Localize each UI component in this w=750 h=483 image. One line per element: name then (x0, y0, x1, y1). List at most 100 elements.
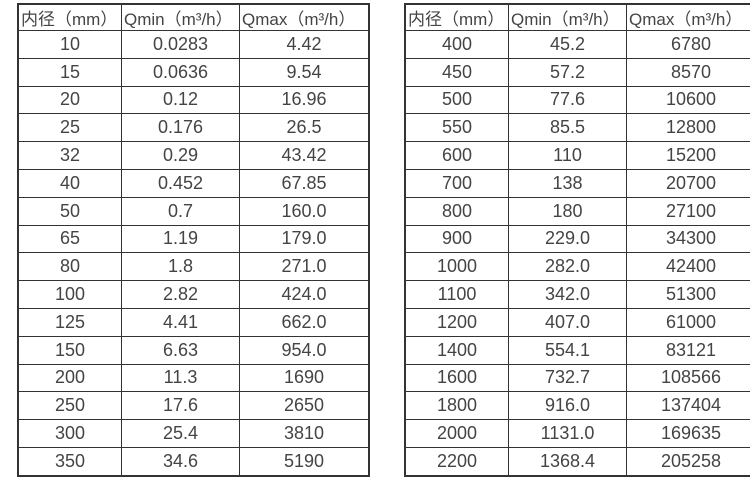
table-cell: 1800 (404, 391, 509, 421)
table-row: 50 0.7 160.0 (17, 196, 370, 226)
table-cell: 17.6 (121, 391, 240, 421)
table-row: 40 0.452 67.85 (17, 168, 370, 198)
table-cell: 5190 (239, 446, 370, 477)
table-row: 500 77.6 10600 (404, 85, 750, 115)
table-cell: 205258 (626, 446, 750, 477)
table-cell: 20 (17, 85, 122, 115)
table-cell: 1368.4 (508, 446, 627, 477)
table-cell: 916.0 (508, 391, 627, 421)
table-cell: 2000 (404, 419, 509, 448)
table-cell: 138 (508, 168, 627, 198)
table-cell: 45.2 (508, 30, 627, 59)
table-cell: 85.5 (508, 113, 627, 143)
table-cell: 800 (404, 196, 509, 226)
table-row: 15 0.0636 9.54 (17, 57, 370, 87)
table-cell: 10 (17, 30, 122, 59)
table-cell: 2.82 (121, 280, 240, 309)
table-cell: 27100 (626, 196, 750, 226)
table-cell: 25.4 (121, 419, 240, 448)
table-cell: 600 (404, 141, 509, 170)
table-row: 600 110 15200 (404, 141, 750, 170)
table-cell: 0.176 (121, 113, 240, 143)
header-cell: Qmin（m³/h） (121, 3, 240, 31)
table-cell: 342.0 (508, 280, 627, 309)
table-row: 400 45.2 6780 (404, 30, 750, 59)
table-cell: 40 (17, 168, 122, 198)
table-cell: 900 (404, 224, 509, 254)
table-cell: 110 (508, 141, 627, 170)
table-cell: 282.0 (508, 252, 627, 282)
table-cell: 160.0 (239, 196, 370, 226)
table-cell: 1200 (404, 307, 509, 337)
table-cell: 662.0 (239, 307, 370, 337)
table-row: 300 25.4 3810 (17, 419, 370, 448)
table-cell: 34.6 (121, 446, 240, 477)
table-cell: 169635 (626, 419, 750, 448)
table-cell: 350 (17, 446, 122, 477)
table-row: 1600 732.7 108566 (404, 363, 750, 393)
table-row: 10 0.0283 4.42 (17, 30, 370, 59)
table-cell: 42400 (626, 252, 750, 282)
table-cell: 1600 (404, 363, 509, 393)
table-cell: 25 (17, 113, 122, 143)
table-row: 350 34.6 5190 (17, 446, 370, 477)
flow-table-small-diameters: 内径（mm） Qmin（m³/h） Qmax（m³/h） 10 0.0283 4.42 15… (17, 3, 370, 477)
table-cell: 2650 (239, 391, 370, 421)
table-row: 2000 1131.0 169635 (404, 419, 750, 448)
table-cell: 4.42 (239, 30, 370, 59)
table-row: 200 11.3 1690 (17, 363, 370, 393)
table-cell: 400 (404, 30, 509, 59)
table-cell: 250 (17, 391, 122, 421)
header-row: 内径（mm） Qmin（m³/h） Qmax（m³/h） (404, 3, 750, 31)
table-row: 1100 342.0 51300 (404, 280, 750, 309)
table-cell: 424.0 (239, 280, 370, 309)
table-row: 1400 554.1 83121 (404, 335, 750, 365)
table-cell: 83121 (626, 335, 750, 365)
table-cell: 150 (17, 335, 122, 365)
table-cell: 0.452 (121, 168, 240, 198)
table-row: 800 180 27100 (404, 196, 750, 226)
table-cell: 16.96 (239, 85, 370, 115)
table-cell: 61000 (626, 307, 750, 337)
table-cell: 200 (17, 363, 122, 393)
table-cell: 51300 (626, 280, 750, 309)
table-row: 1000 282.0 42400 (404, 252, 750, 282)
table-cell: 9.54 (239, 57, 370, 87)
table-row: 32 0.29 43.42 (17, 141, 370, 170)
table-cell: 0.7 (121, 196, 240, 226)
flow-rate-tables: 内径（mm） Qmin（m³/h） Qmax（m³/h） 10 0.0283 4.42 15… (17, 3, 750, 477)
table-cell: 125 (17, 307, 122, 337)
table-cell: 67.85 (239, 168, 370, 198)
table-cell: 407.0 (508, 307, 627, 337)
table-cell: 180 (508, 196, 627, 226)
table-row: 125 4.41 662.0 (17, 307, 370, 337)
table-cell: 0.12 (121, 85, 240, 115)
table-cell: 50 (17, 196, 122, 226)
table-cell: 550 (404, 113, 509, 143)
table-row: 65 1.19 179.0 (17, 224, 370, 254)
table-cell: 1.8 (121, 252, 240, 282)
table-cell: 80 (17, 252, 122, 282)
table-row: 150 6.63 954.0 (17, 335, 370, 365)
table-cell: 1100 (404, 280, 509, 309)
table-row: 80 1.8 271.0 (17, 252, 370, 282)
header-cell: Qmax（m³/h） (626, 3, 750, 31)
table-cell: 0.0636 (121, 57, 240, 87)
table-cell: 179.0 (239, 224, 370, 254)
table-row: 550 85.5 12800 (404, 113, 750, 143)
table-cell: 20700 (626, 168, 750, 198)
table-cell: 26.5 (239, 113, 370, 143)
table-cell: 271.0 (239, 252, 370, 282)
table-cell: 1131.0 (508, 419, 627, 448)
table-cell: 6780 (626, 30, 750, 59)
header-cell: Qmax（m³/h） (239, 3, 370, 31)
table-cell: 732.7 (508, 363, 627, 393)
table-cell: 100 (17, 280, 122, 309)
flow-table-large-diameters: 内径（mm） Qmin（m³/h） Qmax（m³/h） 400 45.2 6780 450… (404, 3, 750, 477)
header-row: 内径（mm） Qmin（m³/h） Qmax（m³/h） (17, 3, 370, 31)
table-cell: 1000 (404, 252, 509, 282)
table-cell: 500 (404, 85, 509, 115)
table-cell: 6.63 (121, 335, 240, 365)
table-row: 20 0.12 16.96 (17, 85, 370, 115)
table-cell: 11.3 (121, 363, 240, 393)
